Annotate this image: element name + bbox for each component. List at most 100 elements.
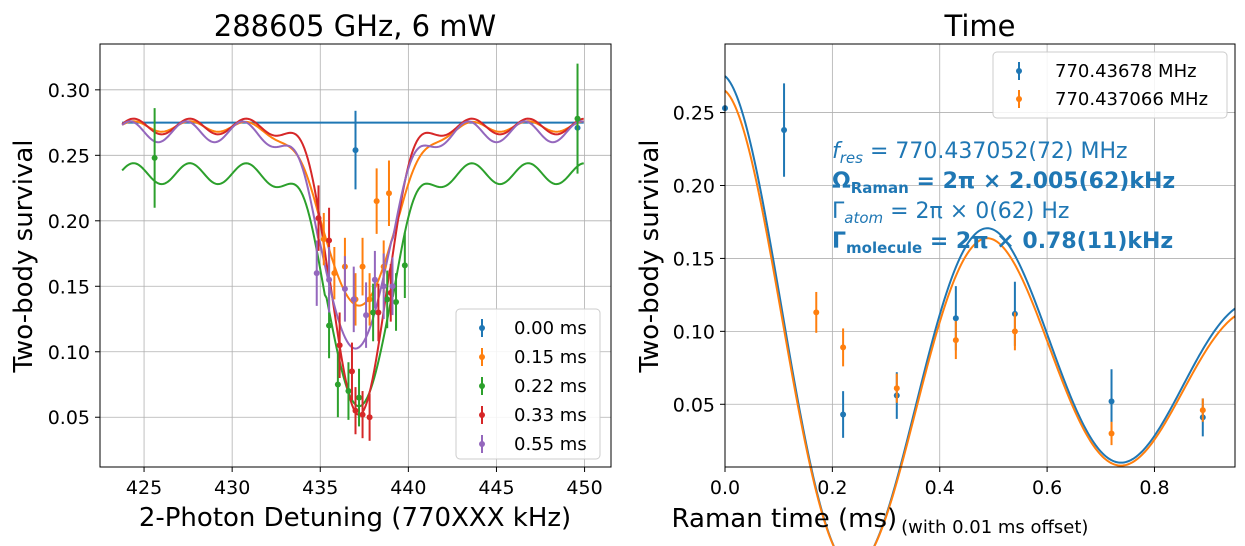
y-tick-label: 0.15 — [673, 248, 715, 270]
data-point — [366, 273, 373, 326]
data-point — [315, 185, 322, 251]
annotation-gamma-atom-symbol: Γ — [832, 199, 845, 224]
data-point — [341, 256, 348, 322]
legend-frame — [992, 51, 1228, 119]
right-x-axis-label: Raman time (ms) (with 0.01 ms offset) — [672, 504, 1089, 538]
data-point — [350, 266, 357, 333]
marker — [315, 215, 322, 222]
data-point — [813, 291, 820, 333]
data-point — [385, 160, 392, 227]
marker — [363, 312, 370, 319]
left-chart-title: 288605 GHz, 6 mW — [214, 9, 496, 43]
annotation-f-res-subscript: res — [840, 149, 863, 167]
x-tick-label: 435 — [302, 477, 338, 499]
marker — [326, 322, 333, 329]
data-point — [359, 237, 366, 296]
data-point — [326, 246, 333, 313]
legend-entry: 0.15 ms — [479, 347, 587, 368]
y-tick-label: 0.05 — [673, 394, 715, 416]
annotation-gamma-molecule-subscript: molecule — [846, 239, 922, 257]
legend-frame — [455, 308, 601, 460]
marker — [840, 344, 847, 351]
data-point — [348, 342, 355, 401]
left-chart-panel: 288605 GHz, 6 mW 425 430 435 440 445 450 0.05 0… — [9, 9, 612, 533]
marker — [345, 388, 352, 395]
marker — [331, 270, 338, 277]
y-tick-label: 0.25 — [673, 103, 715, 125]
legend-marker-dot — [479, 325, 485, 331]
data-point — [840, 328, 847, 367]
legend-entry: 0.55 ms — [479, 434, 587, 455]
legend-entry: 0.22 ms — [479, 376, 587, 397]
annotation-f-res-symbol: f — [832, 139, 843, 164]
right-y-axis-label: Two-body survival — [635, 139, 665, 373]
marker — [1108, 398, 1115, 405]
legend-label: 0.15 ms — [514, 347, 587, 368]
x-tick-label: 425 — [126, 477, 162, 499]
marker — [359, 411, 366, 418]
data-point — [320, 212, 327, 266]
right-fit-curves — [724, 75, 1236, 546]
x-tick-label: 0.4 — [925, 477, 955, 499]
data-point — [336, 312, 343, 378]
left-data-points — [151, 63, 581, 441]
annotation-omega-raman: ΩRaman = 2π × 2.005(62)kHz — [832, 169, 1175, 197]
marker — [574, 115, 581, 122]
marker — [1011, 328, 1018, 335]
right-x-axis-label-main: Raman time (ms) — [672, 504, 898, 534]
annotation-omega-value: = 2π × 2.005(62)kHz — [909, 169, 1175, 194]
legend-entry: 0.00 ms — [479, 318, 587, 339]
right-chart-title: Time — [944, 9, 1016, 43]
marker — [366, 296, 373, 303]
fit-curve-series-1 — [724, 89, 1236, 546]
data-point — [781, 83, 788, 177]
annotation-f-res-value: = 770.437052(72) MHz — [863, 139, 1128, 164]
marker — [371, 276, 378, 283]
data-point — [401, 232, 408, 299]
left-ticks: 425 430 435 440 445 450 0.05 0.10 0.15 0.20 0.25 0.… — [48, 80, 603, 499]
annotation-omega-symbol: Ω — [832, 169, 851, 194]
marker — [1108, 430, 1115, 437]
data-point — [393, 273, 400, 331]
marker — [385, 190, 392, 197]
marker — [781, 127, 788, 134]
annotation-omega-subscript: Raman — [851, 179, 909, 197]
left-plot-frame — [99, 43, 612, 468]
legend-entry: 770.437066 MHz — [1016, 89, 1208, 110]
marker — [352, 407, 359, 414]
annotation-f-res: fres = 770.437052(72) MHz — [832, 139, 1128, 167]
legend-label: 0.00 ms — [514, 318, 587, 339]
legend-label: 0.33 ms — [514, 405, 587, 426]
data-point — [371, 250, 378, 309]
data-point — [366, 393, 373, 441]
annotation-gamma-atom: Γatom = 2π × 0(62) Hz — [832, 199, 1069, 227]
data-point — [352, 387, 359, 435]
marker — [320, 236, 327, 243]
marker — [366, 414, 373, 421]
marker — [840, 411, 847, 418]
legend-label: 0.55 ms — [514, 434, 587, 455]
marker — [373, 198, 380, 205]
data-point — [356, 368, 363, 427]
y-tick-label: 0.20 — [673, 175, 715, 197]
left-y-axis-label: Two-body survival — [9, 139, 39, 373]
data-point — [370, 283, 377, 342]
left-x-axis-label: 2-Photon Detuning (770XXX kHz) — [139, 503, 571, 533]
data-point — [375, 283, 382, 342]
data-point — [380, 253, 387, 320]
y-tick-label: 0.10 — [673, 321, 715, 343]
legend-marker-dot — [479, 441, 485, 447]
y-tick-label: 0.05 — [48, 407, 90, 429]
marker — [326, 237, 333, 244]
data-point — [334, 351, 341, 418]
data-point — [363, 282, 370, 348]
data-point — [313, 240, 320, 306]
y-tick-label: 0.10 — [48, 342, 90, 364]
data-point — [952, 321, 959, 360]
left-legend: 0.00 ms 0.15 ms 0.22 ms 0.33 ms 0.55 ms — [455, 308, 601, 460]
marker — [393, 298, 400, 305]
marker — [359, 263, 366, 270]
y-tick-label: 0.25 — [48, 145, 90, 167]
annotation-gamma-molecule: Γmolecule = 2π × 0.78(11)kHz — [832, 229, 1173, 257]
